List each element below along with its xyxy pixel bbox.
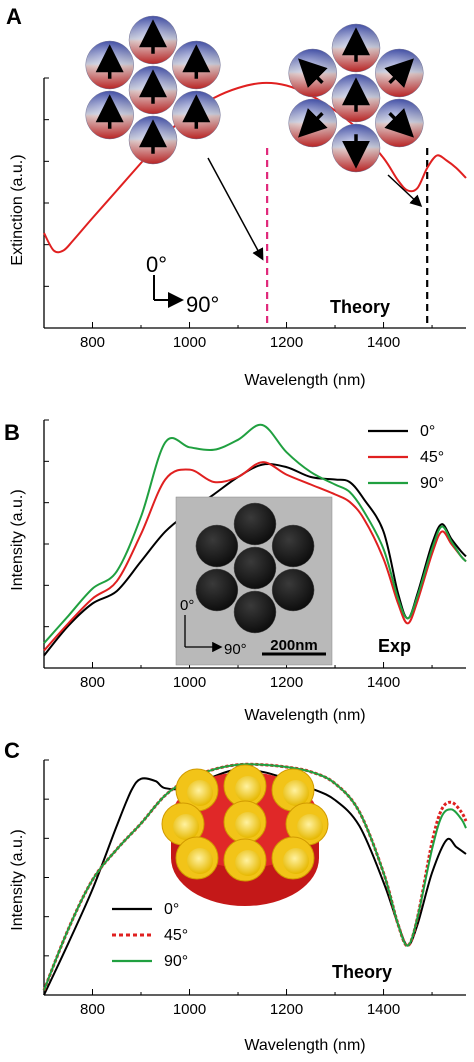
heptamer-particle — [375, 98, 424, 148]
heptamer-mode-illustration-left — [85, 15, 221, 165]
series-line — [43, 81, 467, 254]
x-ticks-c: 800 1000 1200 1400 — [43, 989, 433, 1018]
polarization-label-0: 0° — [146, 252, 167, 277]
legend-label: 90° — [420, 475, 444, 492]
heptamer-mode-illustration-right — [288, 23, 424, 173]
panel-label-c: C — [4, 738, 20, 763]
core — [283, 780, 309, 806]
plot-frame-b — [43, 419, 466, 669]
legend-label: 0° — [164, 901, 179, 918]
core — [235, 812, 261, 838]
series-group-a — [43, 81, 467, 254]
panel-label-a: A — [6, 4, 22, 29]
tem-particle — [195, 524, 239, 568]
series-group-b — [43, 423, 467, 657]
core — [235, 776, 261, 802]
dipole-arrow — [298, 58, 328, 89]
heptamer-particle — [288, 48, 337, 98]
tem-particle — [233, 590, 277, 634]
x-tick-label: 1000 — [173, 674, 206, 691]
tem-particles — [195, 502, 315, 634]
pointer-arrow-right — [387, 174, 423, 208]
tem-particle — [195, 568, 239, 612]
series-line-3 — [43, 763, 467, 991]
panel-label-b: B — [4, 420, 20, 445]
x-tick-label: 1000 — [173, 334, 206, 351]
marker-lines-a — [266, 148, 429, 328]
x-ticks-a: 800 1000 1200 1400 — [43, 322, 433, 351]
polarization-label-90: 90° — [186, 292, 219, 317]
heptamer-particle — [172, 40, 221, 90]
pointer-arrow-left — [207, 157, 264, 261]
panel-b: B 800 1000 1200 1400 Wavelength (nm) Intens… — [4, 419, 467, 724]
tem-inset: 0° 90° 200nm — [175, 496, 333, 666]
heptamer-particle — [331, 23, 381, 73]
heptamer-particle — [288, 98, 337, 148]
series-line-3 — [43, 423, 467, 644]
core — [173, 814, 199, 840]
heptamer-particle — [331, 123, 381, 173]
x-tick-label: 1400 — [367, 1001, 400, 1018]
tem-particle — [233, 546, 277, 590]
exp-label-b: Exp — [378, 636, 411, 656]
scale-bar-label: 200nm — [270, 637, 318, 654]
theory-label-c: Theory — [332, 962, 392, 982]
legend-label: 45° — [420, 449, 444, 466]
x-tick-label: 1200 — [270, 674, 303, 691]
core — [187, 780, 213, 806]
core-shell-heptamer-illustration — [161, 764, 329, 906]
series-group-c — [42, 762, 468, 996]
x-tick-label: 1000 — [173, 1001, 206, 1018]
dipole-arrow — [298, 107, 328, 138]
legend-label: 0° — [420, 423, 435, 440]
y-axis-label-a: Extinction (a.u.) — [9, 154, 26, 265]
series-line-1 — [43, 768, 467, 996]
core — [297, 814, 323, 840]
core — [283, 848, 309, 874]
tem-particle — [271, 524, 315, 568]
legend-b: 0° 45° 90° — [368, 423, 444, 492]
x-ticks-b: 800 1000 1200 1400 — [43, 662, 433, 691]
heptamer-particle — [128, 65, 178, 115]
dipole-arrow — [384, 107, 414, 138]
tem-particle — [271, 568, 315, 612]
x-tick-label: 800 — [80, 334, 105, 351]
theory-label-a: Theory — [330, 297, 390, 317]
heptamer-particle — [331, 73, 381, 123]
y-axis-label-b: Intensity (a.u.) — [9, 489, 26, 590]
core — [187, 848, 213, 874]
x-tick-label: 1200 — [270, 1001, 303, 1018]
panel-a: A 800 1000 1200 1400 Wavelength (nm) Extinc… — [6, 4, 467, 389]
dipole-arrow — [384, 58, 414, 89]
legend-label: 90° — [164, 953, 188, 970]
polarization-indicator-a: 0° 90° — [146, 252, 219, 317]
legend-label: 45° — [164, 927, 188, 944]
legend-c: 0° 45° 90° — [112, 901, 188, 970]
heptamer-particle — [128, 115, 178, 165]
tem-particle — [233, 502, 277, 546]
x-axis-label-a: Wavelength (nm) — [244, 372, 365, 389]
heptamer-particle — [128, 15, 178, 65]
x-tick-label: 1200 — [270, 334, 303, 351]
heptamer-particle — [85, 90, 134, 140]
x-tick-label: 1400 — [367, 674, 400, 691]
x-tick-label: 800 — [80, 1001, 105, 1018]
inset-polarization-label-90: 90° — [224, 641, 247, 658]
core — [235, 850, 261, 876]
x-axis-label-b: Wavelength (nm) — [244, 707, 365, 724]
panel-c: C 800 1000 1200 1400 Wavelength (nm) Intens… — [4, 738, 468, 1054]
x-axis-label-c: Wavelength (nm) — [244, 1037, 365, 1054]
plot-frame-a — [43, 77, 466, 329]
x-tick-label: 800 — [80, 674, 105, 691]
heptamer-particle — [85, 40, 134, 90]
heptamer-particle — [375, 48, 424, 98]
series-line-2 — [43, 461, 467, 652]
y-axis-label-c: Intensity (a.u.) — [9, 829, 26, 930]
plot-frame-c — [43, 759, 466, 996]
inset-polarization-label-0: 0° — [180, 597, 194, 614]
heptamer-particle — [172, 90, 221, 140]
x-tick-label: 1400 — [367, 334, 400, 351]
